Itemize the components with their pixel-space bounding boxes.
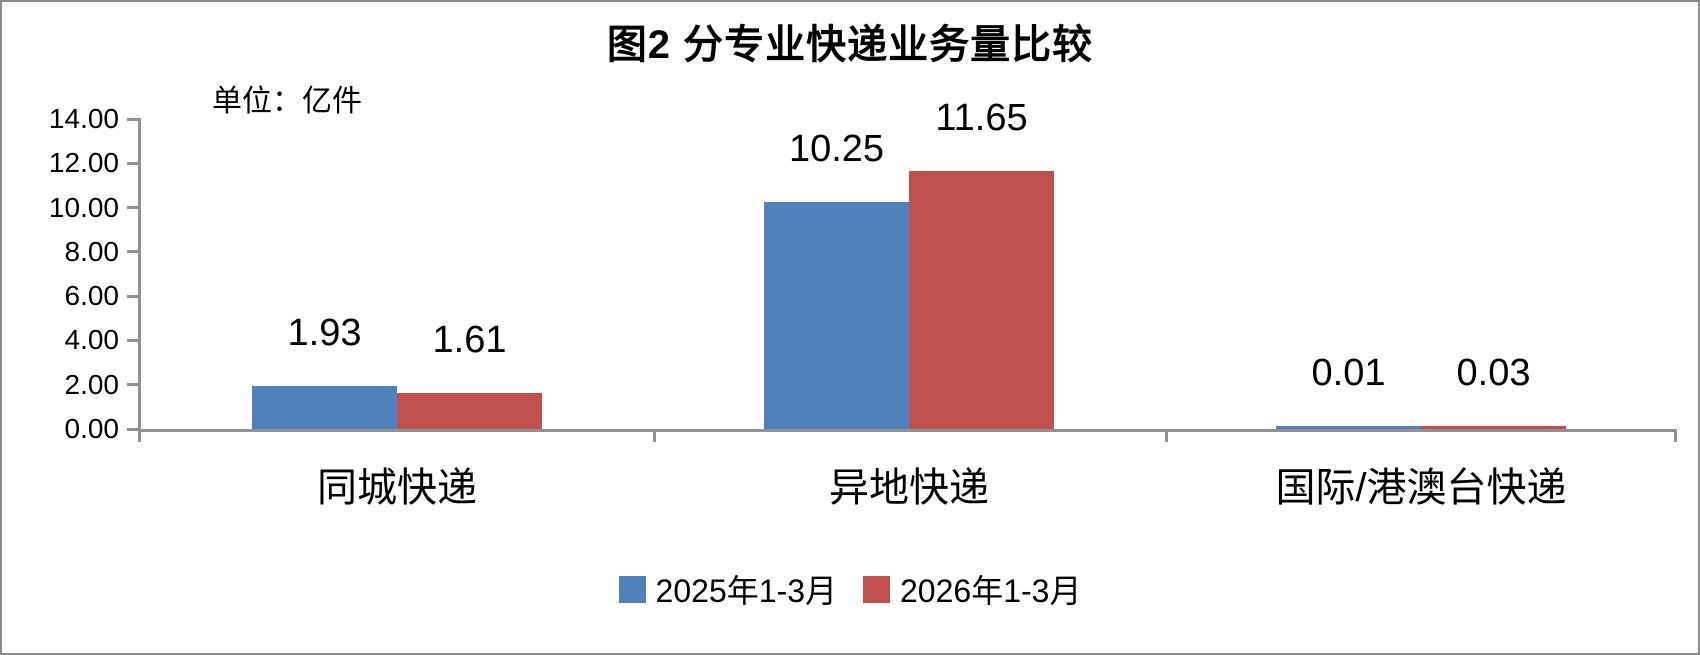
bar-value-label: 0.03 (1456, 352, 1531, 394)
x-axis-category-label: 同城快递 (317, 466, 477, 510)
y-axis-tick-label: 8.00 (64, 235, 120, 267)
bar-series1-cat0 (397, 393, 542, 429)
bar-value-label: 11.65 (935, 97, 1028, 140)
y-axis-tick (127, 294, 141, 298)
y-axis-tick (127, 250, 141, 254)
plot-area: 0.00 2.00 4.00 6.00 8.00 10.00 12.00 14.00 1.93 1… (49, 97, 1677, 510)
bar-series1-cat2 (1421, 426, 1566, 429)
x-axis-category-label: 国际/港澳台快递 (1275, 466, 1567, 510)
y-axis-tick-label: 2.00 (64, 368, 120, 400)
y-axis-tick-label: 14.00 (48, 103, 119, 134)
y-axis-tick-label: 0.00 (64, 413, 120, 444)
legend-series-label: 2025年1-3月 (655, 573, 837, 609)
legend-series-label: 2026年1-3月 (900, 573, 1082, 609)
x-axis-tick (1165, 429, 1168, 442)
legend-swatch-icon (618, 575, 646, 603)
x-axis-tick (1674, 429, 1677, 442)
legend-swatch-icon (863, 575, 890, 603)
y-axis-tick (127, 161, 141, 165)
y-axis-tick (127, 427, 141, 431)
y-axis-tick (127, 383, 141, 387)
bar-series0-cat1 (764, 202, 909, 429)
legend-item: 2025年1-3月 (618, 566, 837, 612)
x-axis-tick (653, 429, 656, 442)
y-axis-tick (127, 338, 141, 342)
bar-value-label: 0.01 (1311, 352, 1386, 394)
x-axis-category-label: 异地快递 (829, 466, 989, 510)
y-axis-tick (127, 117, 141, 121)
y-axis-tick-label: 4.00 (64, 324, 120, 356)
y-axis-tick-label: 12.00 (48, 147, 119, 179)
legend-item: 2026年1-3月 (863, 566, 1081, 612)
bar-value-label: 10.25 (788, 128, 885, 171)
bar-series0-cat2 (1276, 426, 1421, 429)
unit-label: 单位：亿件 (212, 85, 362, 118)
y-axis-tick-label: 6.00 (64, 280, 120, 312)
y-axis-tick (127, 206, 141, 210)
bar-value-label: 1.93 (287, 312, 362, 355)
x-axis-tick (138, 429, 141, 442)
legend: 2025年1-3月 2026年1-3月 (2, 566, 1698, 612)
bar-series1-cat1 (909, 171, 1054, 429)
bar-value-label: 1.61 (432, 319, 507, 362)
bar-series0-cat0 (252, 386, 397, 429)
y-axis-tick-label: 10.00 (48, 191, 119, 223)
chart-title: 图2 分专业快递业务量比较 (606, 23, 1094, 67)
